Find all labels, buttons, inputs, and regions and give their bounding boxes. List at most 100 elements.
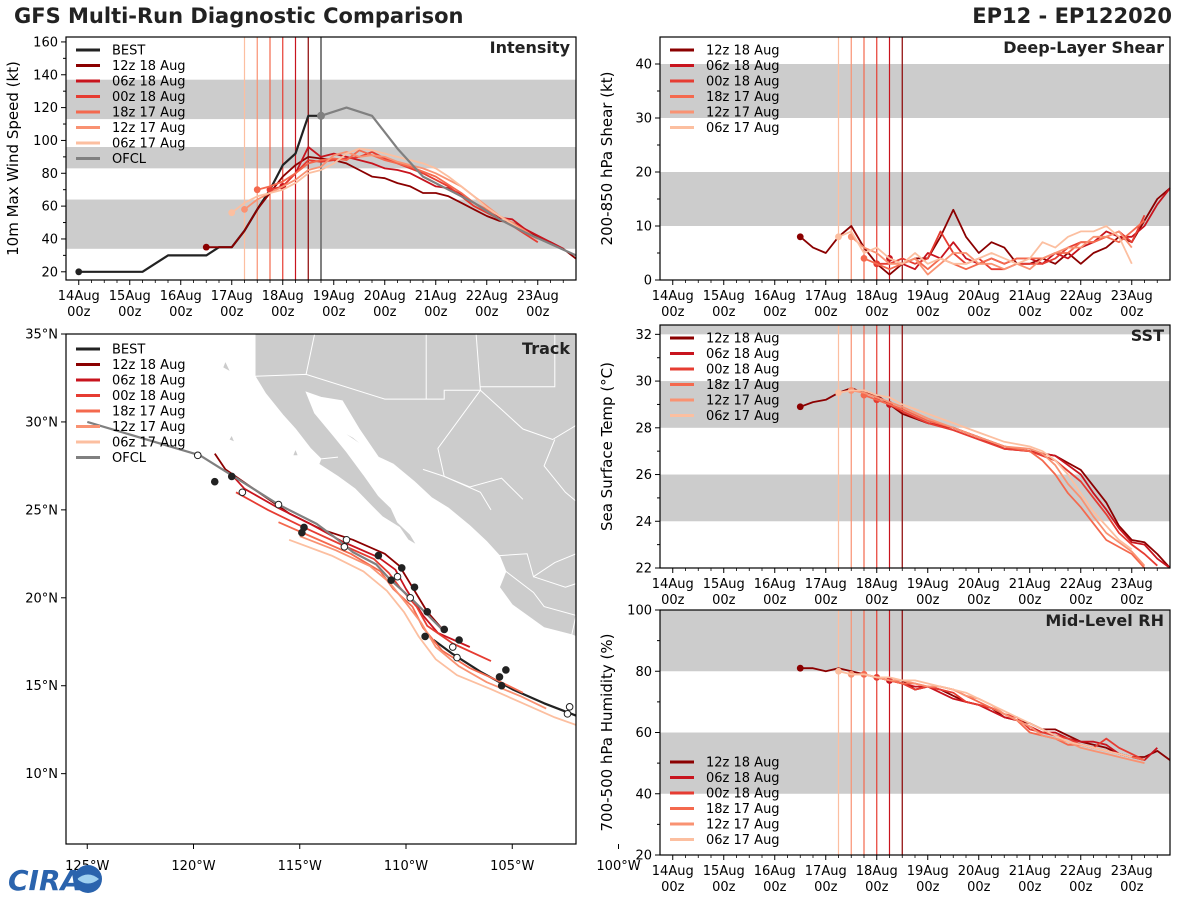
intensity-xtick-sublabel: 00z [322, 305, 346, 320]
track-legend-label-18z-17-aug: 18z 17 Aug [112, 405, 186, 420]
sst-legend-label-06z-18-aug: 06z 18 Aug [706, 347, 780, 362]
intensity-marker-06z-17-aug [228, 209, 236, 217]
sst-xtick-sublabel: 00z [967, 593, 991, 608]
sst-marker-12z-18-aug [796, 403, 804, 411]
intensity-legend-label-06z-17-aug: 06z 17 Aug [112, 137, 186, 152]
rh-legend-label-18z-17-aug: 18z 17 Aug [706, 802, 780, 817]
island-3 [223, 362, 230, 371]
rh-ytick-label: 80 [635, 665, 652, 680]
shear-marker-12z-18-aug [796, 233, 804, 241]
rh-xtick-sublabel: 00z [661, 880, 685, 895]
rh-panel: 2040608010014Aug00z15Aug00z16Aug00z17Aug… [598, 604, 1171, 895]
shear-xtick-sublabel: 00z [967, 305, 991, 320]
shear-xtick-sublabel: 00z [916, 305, 940, 320]
shear-xtick-sublabel: 00z [1069, 305, 1093, 320]
rh-xtick-label: 17Aug [805, 864, 847, 879]
sst-series-00z-18-aug [876, 398, 1158, 567]
shear-marker-06z-17-aug [835, 233, 842, 241]
shear-panel: 01020304014Aug00z15Aug00z16Aug00z17Aug00… [598, 36, 1171, 320]
cira-logo: CIRA [6, 862, 106, 900]
track-position-marker [238, 488, 247, 497]
intensity-legend-label-12z-18-aug: 12z 18 Aug [112, 59, 186, 74]
border-line-5 [320, 456, 339, 460]
track-series-18z-17-aug [278, 521, 524, 694]
sst-ytick-label: 32 [635, 328, 652, 343]
shear-ytick-label: 20 [635, 166, 652, 181]
shear-xtick-sublabel: 00z [763, 305, 787, 320]
intensity-xtick-label: 17Aug [211, 289, 253, 304]
intensity-xtick-label: 16Aug [160, 289, 202, 304]
track-position-marker [374, 551, 383, 560]
rh-xtick-sublabel: 00z [712, 880, 736, 895]
rh-xtick-label: 16Aug [754, 864, 796, 879]
track-ytick-label: 35°N [25, 328, 58, 343]
track-xtick-label: 105°W [490, 859, 534, 874]
shear-ytick-label: 30 [635, 112, 652, 127]
intensity-legend-label-ofcl: OFCL [112, 152, 147, 167]
shear-xtick-label: 23Aug [1111, 289, 1153, 304]
rh-xtick-sublabel: 00z [916, 880, 940, 895]
intensity-xtick-sublabel: 00z [271, 305, 295, 320]
rh-series-06z-17-aug [838, 670, 1133, 758]
intensity-xtick-sublabel: 00z [424, 305, 448, 320]
intensity-legend-label-12z-17-aug: 12z 17 Aug [112, 121, 186, 136]
sst-xtick-label: 17Aug [805, 577, 847, 592]
track-xtick-label: 100°W [596, 859, 640, 874]
track-legend-label-12z-18-aug: 12z 18 Aug [112, 358, 186, 373]
sst-ytick-label: 22 [635, 562, 652, 577]
sst-xtick-label: 14Aug [652, 577, 694, 592]
rh-panel-title: Mid-Level RH [1045, 611, 1164, 630]
intensity-xtick-sublabel: 00z [526, 305, 550, 320]
sst-xtick-sublabel: 00z [712, 593, 736, 608]
track-start-marker [581, 725, 588, 732]
shear-xtick-sublabel: 00z [712, 305, 736, 320]
intensity-xtick-label: 15Aug [109, 289, 151, 304]
track-xtick-label: 115°W [278, 859, 322, 874]
sst-xtick-sublabel: 00z [865, 593, 889, 608]
intensity-ytick-label: 160 [33, 35, 58, 50]
track-series-06z-17-aug [288, 538, 576, 726]
rh-xtick-sublabel: 00z [763, 880, 787, 895]
track-position-marker [210, 477, 219, 486]
track-position-marker [455, 636, 463, 644]
rh-xtick-sublabel: 00z [1018, 880, 1042, 895]
storm-id: EP12 - EP122020 [972, 4, 1172, 28]
track-position-marker [423, 608, 432, 616]
intensity-xtick-label: 19Aug [313, 289, 355, 304]
track-frame [65, 333, 577, 845]
shear-legend-label-00z-18-aug: 00z 18 Aug [706, 75, 780, 90]
shear-xtick-sublabel: 00z [865, 305, 889, 320]
intensity-xtick-sublabel: 00z [220, 305, 244, 320]
sst-panel-title: SST [1131, 326, 1164, 345]
border-line-0 [255, 373, 576, 441]
sst-xtick-sublabel: 00z [916, 593, 940, 608]
track-position-marker [397, 564, 406, 572]
shear-ytick-label: 10 [635, 220, 652, 235]
intensity-ytick-label: 80 [41, 167, 58, 182]
rh-xtick-label: 19Aug [907, 864, 949, 879]
track-panel: 125°W120°W115°W110°W105°W100°W10°N15°N20… [25, 328, 641, 875]
track-xtick-label: 110°W [384, 859, 428, 874]
track-position-marker [340, 542, 349, 551]
intensity-marker-12z-18-aug [202, 243, 210, 251]
intensity-ytick-label: 140 [33, 68, 58, 83]
sst-xtick-sublabel: 00z [814, 593, 838, 608]
shear-xtick-label: 16Aug [754, 289, 796, 304]
track-legend-label-best: BEST [112, 343, 145, 358]
rh-xtick-label: 20Aug [958, 864, 1000, 879]
shear-ylabel: 200-850 hPa Shear (kt) [598, 72, 616, 246]
sst-legend-label-12z-17-aug: 12z 17 Aug [706, 394, 780, 409]
track-position-marker [565, 703, 574, 711]
track-ytick-label: 20°N [25, 591, 58, 606]
intensity-marker-best [75, 268, 83, 276]
track-position-marker [393, 572, 402, 581]
track-position-marker [628, 732, 635, 739]
shear-legend-label-06z-17-aug: 06z 17 Aug [706, 121, 780, 136]
intensity-xtick-sublabel: 00z [118, 305, 142, 320]
rh-xtick-label: 23Aug [1111, 864, 1153, 879]
intensity-legend-label-best: BEST [112, 44, 145, 59]
sst-band-2 [660, 325, 1170, 335]
sst-xtick-sublabel: 00z [1120, 593, 1144, 608]
sst-xtick-sublabel: 00z [1018, 593, 1042, 608]
